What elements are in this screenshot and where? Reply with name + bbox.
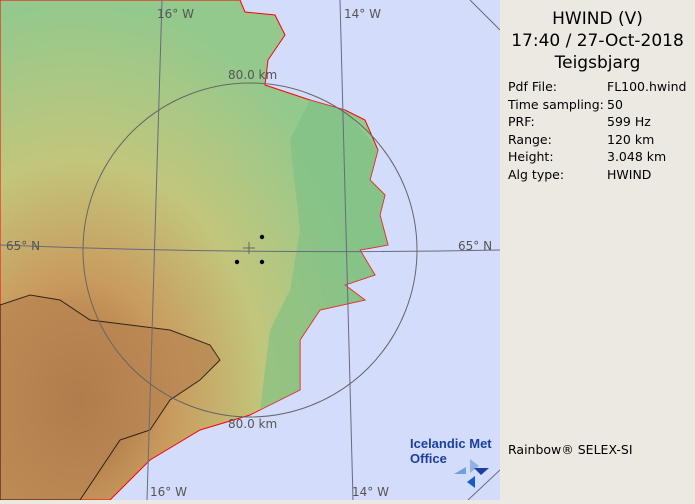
parallel-65n [0, 244, 501, 253]
param-row: Range: 120 km [500, 131, 695, 149]
site-name: Teigsbjarg [554, 53, 641, 73]
param-label: Range: [508, 131, 552, 147]
param-label: Time sampling: [508, 96, 604, 112]
param-row: Height: 3.048 km [500, 148, 695, 166]
radar-map[interactable]: 16° W 14° W 16° W 14° W 65° N 65° N 80.0… [0, 0, 501, 501]
imo-logo-text: Icelandic Met Office [410, 436, 492, 466]
param-value: 50 [607, 96, 623, 112]
range-ring-80km [82, 82, 418, 418]
lat-label-right: 65° N [458, 239, 492, 253]
radar-points [234, 234, 265, 265]
param-label: PRF: [508, 114, 535, 129]
imo-logo-icon [454, 459, 489, 488]
lon-label-top-right: 14° W [344, 7, 381, 21]
credit-text: Rainbow® SELEX-SI [508, 442, 633, 457]
grid-diagonal-bottom [467, 469, 501, 501]
param-row: Alg type: HWIND [500, 166, 695, 184]
datetime: 17:40 / 27-Oct-2018 [511, 31, 684, 51]
param-row: Pdf File: FL100.hwind [500, 78, 695, 96]
logo-line1: Icelandic Met [410, 436, 492, 451]
param-row: Time sampling: 50 [500, 96, 695, 114]
param-row: PRF: 599 Hz [500, 113, 695, 131]
highland-area [0, 294, 221, 501]
param-value: HWIND [607, 166, 652, 182]
range-label-bottom: 80.0 km [228, 417, 277, 431]
param-label: Alg type: [508, 166, 565, 182]
coastal-green [260, 100, 388, 410]
lat-label-left: 65° N [6, 239, 40, 253]
lon-label-bottom-left: 16° W [150, 485, 187, 499]
params-list: Pdf File: FL100.hwind Time sampling: 50 PR… [500, 78, 695, 183]
logo-line2: Office [410, 451, 447, 466]
param-value: 599 Hz [607, 114, 651, 129]
info-panel: HWIND (V) 17:40 / 27-Oct-2018 Teigsbjarg… [500, 0, 695, 500]
param-label: Pdf File: [508, 79, 557, 94]
radar-site-marker [243, 242, 255, 254]
lon-label-top-left: 16° W [157, 7, 194, 21]
param-value: FL100.hwind [607, 79, 687, 94]
grid-diagonal-top [469, 0, 501, 31]
param-value: 3.048 km [607, 149, 667, 164]
lon-label-bottom-right: 14° W [352, 485, 389, 499]
param-value: 120 km [607, 131, 655, 147]
param-label: Height: [508, 149, 554, 164]
grid-lines [0, 0, 501, 501]
meridian-14w [339, 0, 354, 501]
product-title: HWIND (V) [552, 9, 643, 29]
range-label-top: 80.0 km [228, 68, 277, 82]
